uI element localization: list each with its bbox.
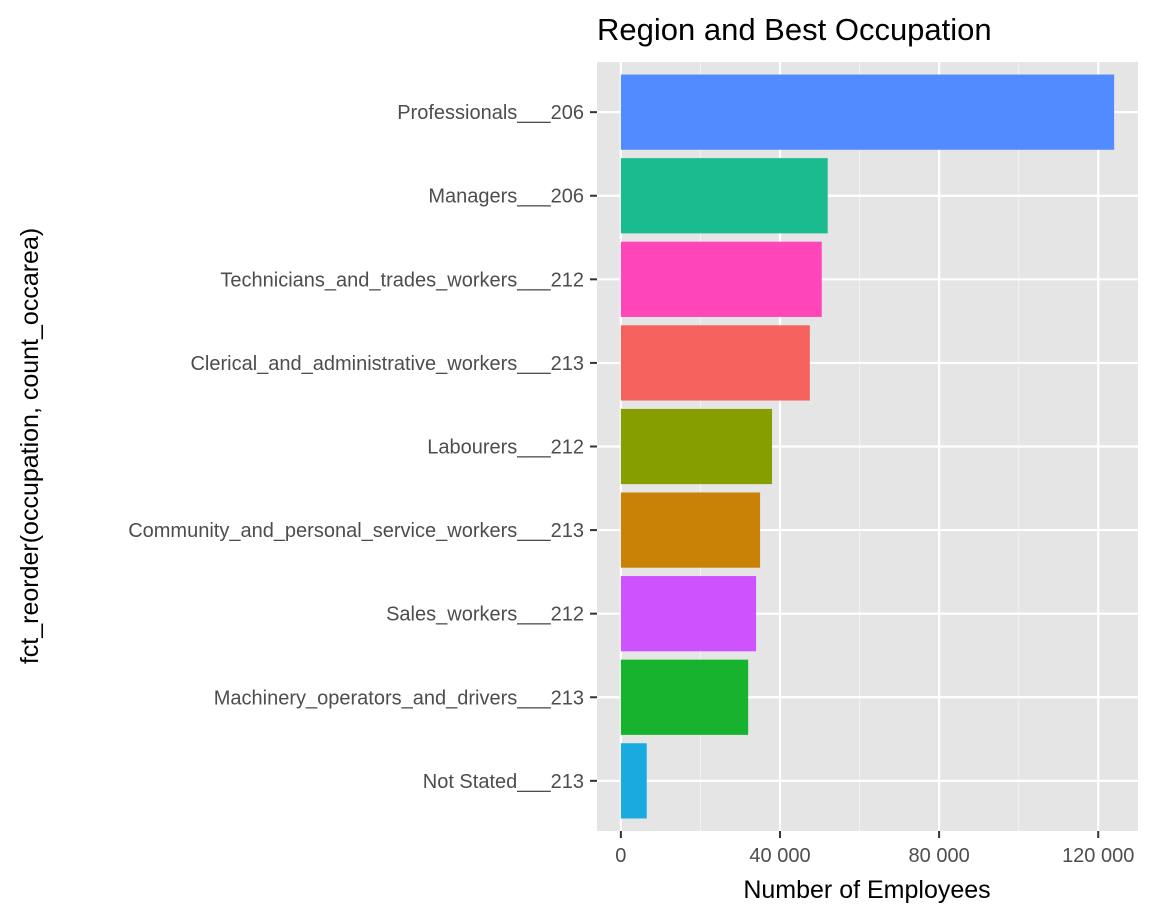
bar (620, 659, 749, 735)
bar (620, 576, 757, 652)
bar (620, 158, 828, 234)
bar (620, 325, 810, 401)
bar (620, 241, 822, 317)
x-axis: 0 40 000 80 000 120 000 (615, 831, 1134, 867)
x-tick-label: 0 (615, 845, 626, 867)
y-tick-label: Labourers___212 (427, 437, 584, 459)
y-tick-label: Clerical_and_administrative_workers___21… (190, 353, 584, 375)
y-tick-label: Technicians_and_trades_workers___212 (220, 269, 584, 291)
bar (620, 492, 761, 568)
y-tick-label: Professionals___206 (397, 102, 584, 124)
y-tick-label: Not Stated___213 (423, 771, 584, 793)
x-tick-label: 80 000 (909, 845, 970, 867)
x-tick-label: 40 000 (749, 845, 810, 867)
bar (620, 408, 773, 485)
bar (620, 74, 1115, 150)
y-tick-label: Sales_workers___212 (386, 604, 584, 626)
y-tick-label: Managers___206 (428, 186, 584, 208)
chart-title: Region and Best Occupation (597, 12, 992, 47)
bar (620, 743, 647, 819)
y-tick-label: Community_and_personal_service_workers__… (128, 520, 584, 542)
x-axis-title: Number of Employees (743, 876, 990, 904)
x-tick-label: 120 000 (1062, 845, 1134, 867)
y-tick-label: Machinery_operators_and_drivers___213 (214, 687, 584, 709)
bars (620, 74, 1115, 819)
y-axis: Professionals___206 Managers___206 Technic… (128, 102, 597, 793)
y-axis-title: fct_reorder(occupation, count_occarea) (16, 228, 44, 664)
